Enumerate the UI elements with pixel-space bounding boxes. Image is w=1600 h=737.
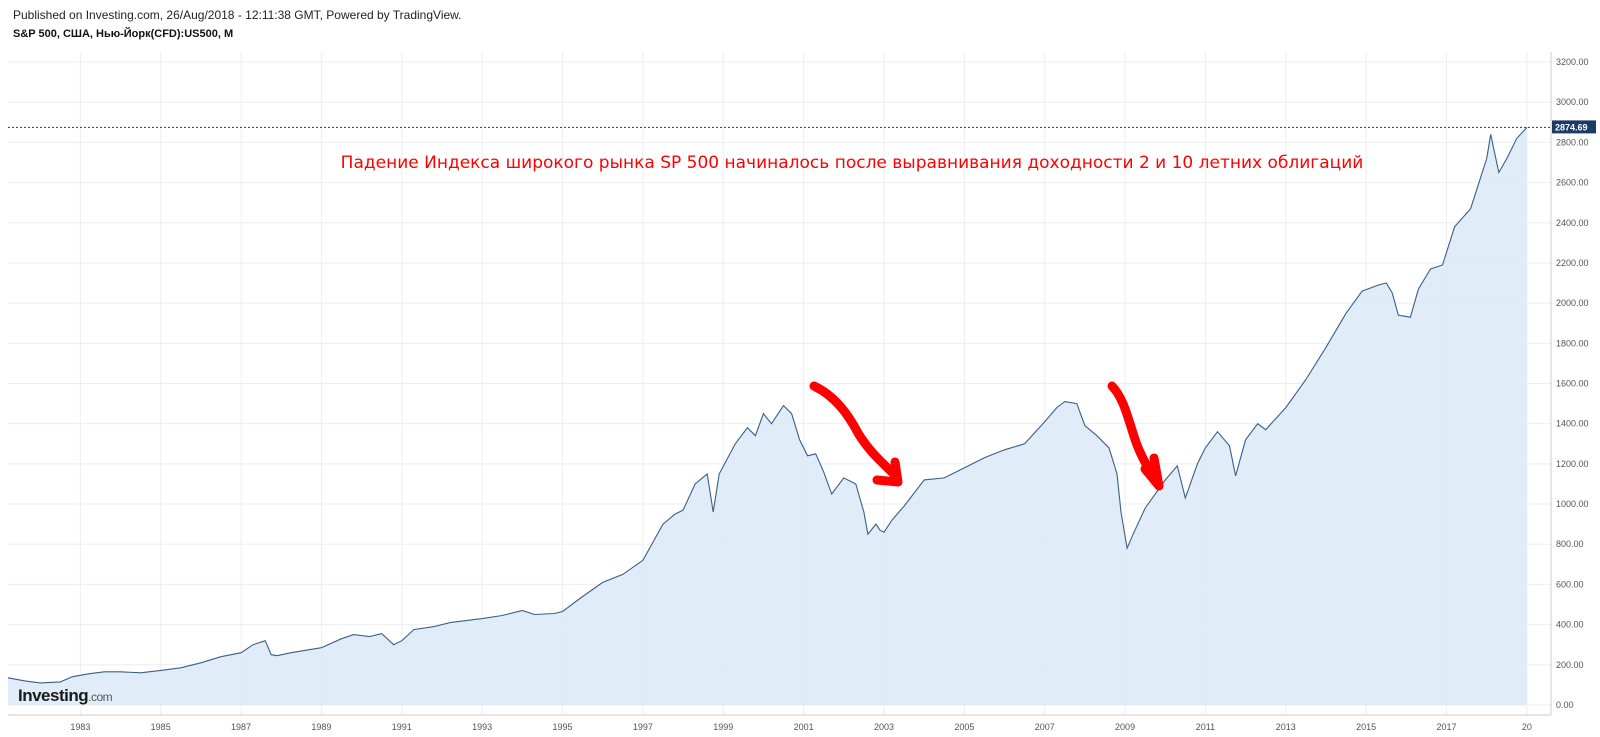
y-tick-label: 1000.00 [1556, 499, 1589, 509]
price-area [8, 127, 1527, 705]
x-tick-label: 2013 [1276, 722, 1296, 732]
y-tick-label: 1800.00 [1556, 338, 1589, 348]
x-tick-label: 2009 [1115, 722, 1135, 732]
red-arrow-2001 [809, 381, 903, 487]
red-arrow-2009 [1107, 381, 1164, 491]
x-tick-label: 1989 [311, 722, 331, 732]
x-tick-label: 1997 [633, 722, 653, 732]
x-tick-label: 2003 [874, 722, 894, 732]
y-tick-label: 2600.00 [1556, 178, 1589, 188]
y-tick-label: 2400.00 [1556, 218, 1589, 228]
x-tick-label: 1995 [553, 722, 573, 732]
y-tick-label: 200.00 [1556, 660, 1584, 670]
symbol-title: S&P 500, США, Нью-Йорк(CFD):US500, M [13, 28, 234, 40]
y-tick-label: 2200.00 [1556, 258, 1589, 268]
x-tick-label: 2007 [1035, 722, 1055, 732]
price-line [7, 127, 1528, 684]
annotation-text: Падение Индекса широкого рынка SP 500 на… [341, 153, 1364, 173]
y-tick-label: 600.00 [1556, 579, 1584, 589]
y-tick-label: 1600.00 [1556, 379, 1589, 389]
x-tick-label: 1999 [713, 722, 733, 732]
published-credit: Published on Investing.com, 26/Aug/2018 … [13, 8, 462, 22]
x-tick-label: 2011 [1196, 722, 1215, 732]
y-tick-label: 0.00 [1556, 700, 1574, 710]
investing-logo: Investing.com [18, 686, 113, 705]
x-tick-label: 1987 [231, 722, 251, 732]
x-tick-label: 1993 [472, 722, 492, 732]
y-tick-label: 800.00 [1556, 539, 1584, 549]
x-tick-label: 1983 [70, 722, 90, 732]
y-tick-label: 3000.00 [1556, 97, 1589, 107]
x-tick-label: 2017 [1437, 722, 1457, 732]
last-price-badge [1552, 120, 1596, 134]
x-tick-label: 1985 [151, 722, 171, 732]
x-tick-label: 20 [1522, 722, 1532, 732]
y-tick-label: 2800.00 [1556, 137, 1589, 147]
y-tick-label: 3200.00 [1556, 57, 1589, 67]
axis-ticks: 0.00 200.00 400.00 600.00 800.00 1000.00 1200.… [8, 52, 1589, 732]
y-tick-label: 400.00 [1556, 620, 1584, 630]
x-tick-label: 2005 [954, 722, 974, 732]
last-price-label: 2874.69 [1555, 122, 1588, 132]
x-tick-label: 1991 [392, 722, 412, 732]
x-tick-label: 2001 [794, 722, 814, 732]
y-tick-label: 2000.00 [1556, 298, 1589, 308]
y-tick-label: 1400.00 [1556, 419, 1589, 429]
y-tick-label: 1200.00 [1556, 459, 1589, 469]
x-tick-label: 2015 [1356, 722, 1376, 732]
